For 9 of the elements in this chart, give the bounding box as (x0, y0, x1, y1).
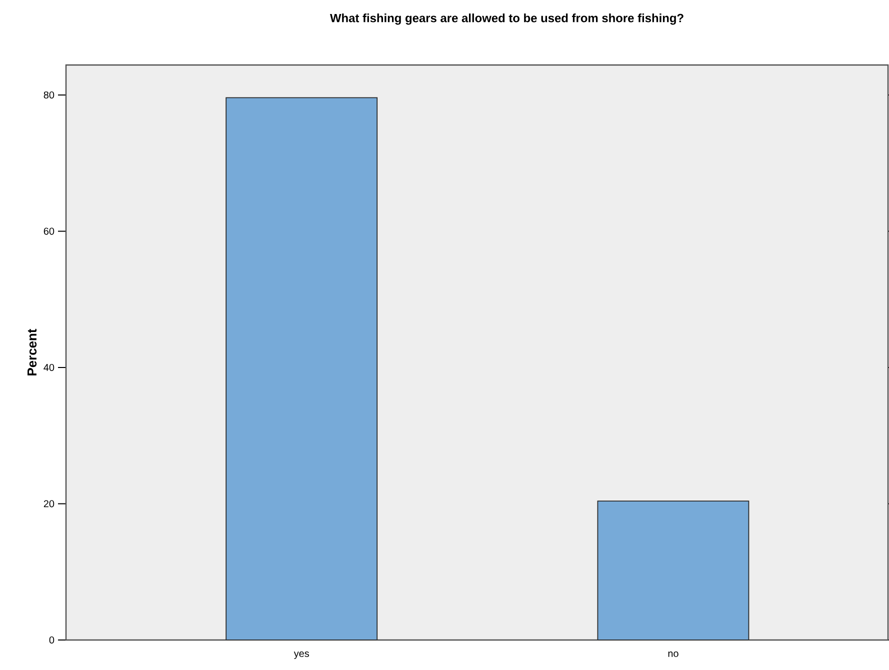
x-tick-label: no (668, 652, 678, 657)
y-tick-label: 40 (44, 364, 54, 372)
x-tick-label: yes (294, 652, 309, 659)
y-axis-title: Percent (28, 328, 37, 376)
y-tick-label: 20 (44, 500, 54, 508)
chart-title: What fishing gears are allowed to be used from shore fishing? (330, 14, 684, 25)
y-tick-label: 80 (44, 91, 54, 98)
y-tick-label: 0 (49, 636, 54, 644)
y-tick-label: 60 (44, 228, 54, 235)
